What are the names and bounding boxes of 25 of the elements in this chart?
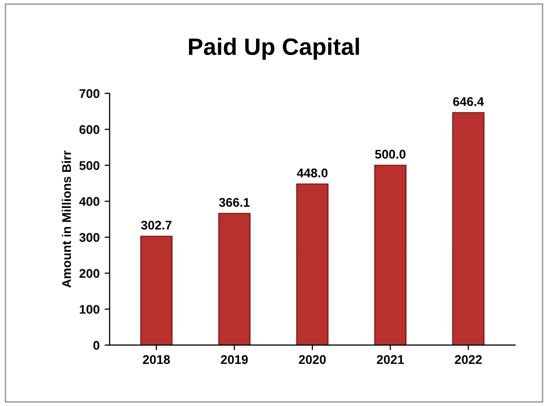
y-tick-label: 300 bbox=[79, 233, 100, 242]
y-tick-label: 500 bbox=[79, 161, 100, 170]
y-tick-label: 100 bbox=[80, 304, 100, 314]
bar bbox=[374, 164, 406, 346]
x-tick-label: 2019 bbox=[220, 355, 248, 364]
data-label: 366.1 bbox=[219, 198, 250, 207]
y-tick-label: 600 bbox=[79, 125, 100, 134]
y-tick-label: 700 bbox=[80, 89, 100, 98]
data-label: 302.7 bbox=[141, 220, 172, 230]
y-tick-label: 200 bbox=[79, 268, 100, 278]
data-label: 500.0 bbox=[375, 150, 406, 159]
y-tick-label: 0 bbox=[93, 340, 100, 350]
chart-title: Paid Up Capital bbox=[188, 38, 359, 60]
bar bbox=[296, 183, 329, 346]
y-tick-label: 400 bbox=[79, 197, 100, 206]
y-axis-title: Amount in Millions Birr bbox=[62, 150, 71, 288]
bar bbox=[140, 236, 173, 346]
x-tick-label: 2021 bbox=[376, 355, 404, 364]
x-tick-label: 2018 bbox=[142, 355, 170, 364]
bar bbox=[218, 212, 251, 346]
bar bbox=[452, 112, 484, 346]
data-label: 646.4 bbox=[453, 97, 484, 106]
x-tick-label: 2022 bbox=[454, 355, 482, 364]
x-tick-label: 2020 bbox=[298, 355, 326, 364]
data-label: 448.0 bbox=[296, 168, 328, 178]
